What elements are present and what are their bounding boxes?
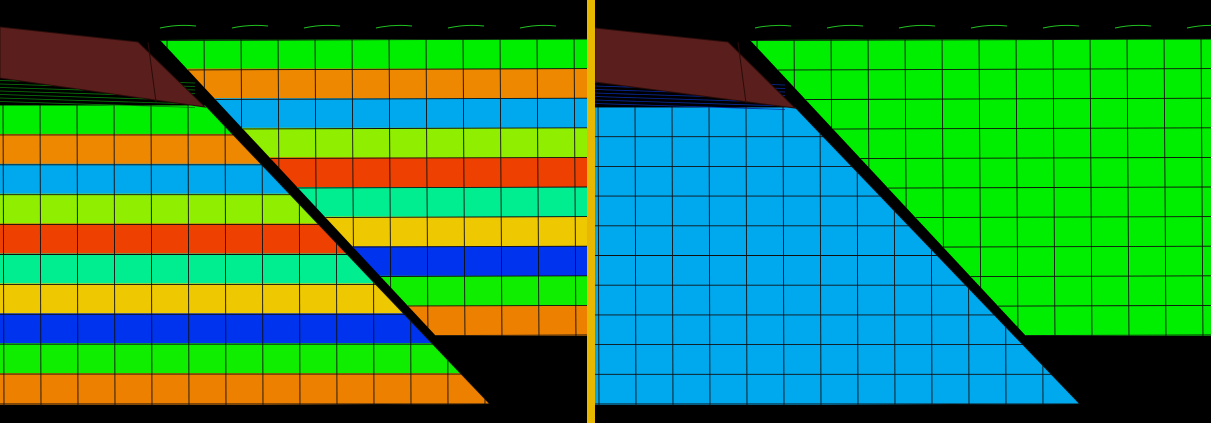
mesh-line [708, 107, 711, 406]
fault-line [204, 104, 491, 405]
indenter-edge [147, 41, 157, 103]
left-panel [0, 24, 587, 423]
mesh-line [597, 107, 600, 406]
mesh-line [1163, 38, 1167, 336]
surface-trace [754, 24, 792, 29]
mesh-line [634, 107, 637, 406]
surface-trace [1114, 24, 1152, 29]
mesh-line [782, 107, 785, 406]
mesh-line [160, 97, 587, 101]
mesh-line [224, 105, 227, 406]
mesh-line [750, 68, 1211, 72]
mesh-line [1089, 38, 1093, 336]
mesh-line [1052, 38, 1056, 336]
mesh-line [750, 334, 1211, 336]
footwall-layer [595, 373, 1080, 405]
hanging-wall-layer [750, 39, 1211, 71]
compressed-mesh-line [0, 101, 196, 108]
mesh-line [750, 38, 1211, 42]
void-region [1026, 336, 1211, 423]
footwall-layer [595, 343, 1080, 376]
surface-trace [970, 24, 1008, 29]
right-panel [594, 24, 1211, 423]
mesh-line [160, 38, 587, 42]
mesh-line [1200, 38, 1204, 336]
surface-trace [231, 24, 269, 29]
surface-trace [447, 24, 485, 29]
mesh-line [750, 156, 1211, 160]
mesh-line [819, 107, 822, 406]
hanging-wall-layer [160, 68, 587, 101]
indenter-edge [737, 41, 747, 104]
footwall-layer [0, 373, 490, 405]
mesh-line [1126, 38, 1130, 336]
surface-trace [1042, 24, 1080, 29]
mesh-line [750, 186, 1211, 190]
surface-trace [898, 24, 936, 29]
mesh-line [573, 38, 577, 336]
mesh-line [150, 105, 153, 406]
fault-line [794, 106, 1081, 405]
hanging-wall-layer [160, 39, 587, 71]
hanging-wall-layer [750, 68, 1211, 101]
mesh-line [160, 127, 587, 131]
mesh-line [1015, 38, 1019, 336]
mesh-line [499, 38, 503, 336]
mesh-line [76, 105, 79, 406]
mesh-line [462, 38, 466, 336]
mesh-line [160, 68, 587, 72]
mesh-line [2, 105, 5, 406]
mesh-line [160, 156, 587, 160]
mesh-line [536, 38, 540, 336]
compressed-mesh-line [594, 103, 786, 110]
footwall-layer [0, 343, 490, 376]
mesh-line [750, 97, 1211, 101]
surface-trace [519, 24, 557, 29]
mesh-line [187, 105, 190, 406]
mesh-line [425, 38, 429, 336]
mesh-line [160, 334, 587, 336]
panel-divider [587, 0, 595, 423]
surface-trace [1186, 24, 1211, 29]
mesh-line [39, 105, 42, 406]
surface-trace [826, 24, 864, 29]
compressed-mesh-line [0, 97, 196, 105]
mesh-line [745, 107, 748, 406]
compressed-mesh-line [594, 99, 786, 107]
surface-trace [375, 24, 413, 29]
surface-trace [159, 24, 197, 29]
mesh-line [113, 105, 116, 406]
void-region [436, 336, 587, 423]
mesh-line [671, 107, 674, 406]
surface-trace [303, 24, 341, 29]
mesh-line [750, 127, 1211, 131]
